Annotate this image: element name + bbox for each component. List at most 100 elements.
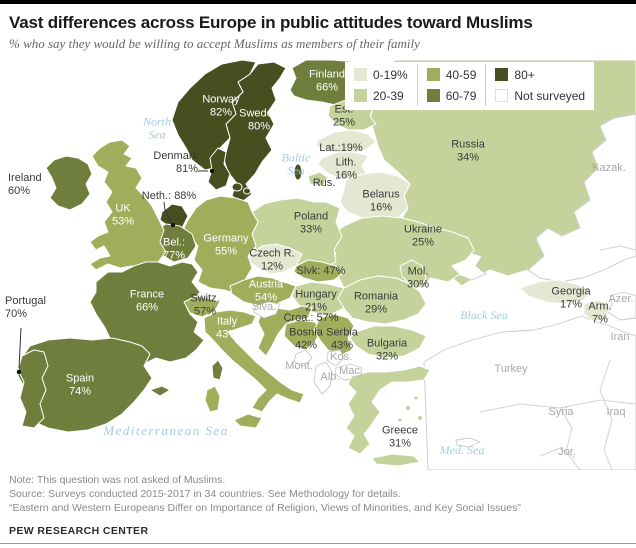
island-corsica xyxy=(211,359,224,381)
legend-swatch-icon xyxy=(495,89,509,102)
label-uk: UK 53% xyxy=(111,202,135,228)
legend-item: 80+ xyxy=(495,64,585,85)
border-iran xyxy=(599,359,613,470)
label-lith: Lith. 16% xyxy=(334,156,358,182)
label-iran: Iran xyxy=(610,330,630,343)
country-netherlands xyxy=(159,203,189,229)
label-mac: Mac. xyxy=(339,364,363,377)
top-black-rule xyxy=(0,0,636,4)
border-kazakh-inner xyxy=(599,245,636,251)
source-line: Source: Surveys conducted 2015-2017 in 3… xyxy=(9,488,401,500)
legend-swatch-icon xyxy=(495,68,509,81)
label-arm: Arm. 7% xyxy=(588,300,612,326)
label-balticsea: Baltic Sea xyxy=(281,150,311,177)
legend-item: 40-59 xyxy=(426,64,476,85)
label-russia: Russia 34% xyxy=(451,138,485,164)
country-georgia xyxy=(519,279,591,305)
legend-item: 20-39 xyxy=(354,85,408,106)
note-line: Note: This question was not asked of Mus… xyxy=(9,474,226,486)
island-aegean-2 xyxy=(418,416,422,420)
label-czech: Czech R. 12% xyxy=(249,247,295,273)
legend-label: 80+ xyxy=(514,67,535,82)
label-sweden: Sweden 80% xyxy=(239,107,279,133)
label-ukraine: Ukraine 25% xyxy=(404,223,442,249)
country-belarus xyxy=(339,171,411,219)
label-germany: Germany 55% xyxy=(203,232,249,258)
label-france: France 66% xyxy=(129,288,165,314)
country-slovakia xyxy=(293,259,345,283)
portugal-dot xyxy=(16,369,22,375)
label-mont: Mont. xyxy=(285,359,313,372)
border-syria-iraq xyxy=(559,407,581,470)
label-slvk: Slvk: 47% xyxy=(296,264,346,277)
legend-item: 60-79 xyxy=(426,85,477,106)
label-portugal: Portugal 70% xyxy=(5,295,46,320)
map-legend: 0-19% 20-39 40-59 60-79 80+ Not surveyed xyxy=(345,62,595,110)
legend-swatch-icon xyxy=(426,89,440,102)
label-norway: Norway 82% xyxy=(202,93,240,119)
island-gotland xyxy=(293,163,303,181)
label-mol: Mol. 30% xyxy=(406,265,430,291)
label-spain: Spain 74% xyxy=(65,372,95,398)
country-austria xyxy=(229,275,297,307)
country-switzerland xyxy=(183,295,221,318)
label-greece: Greece 31% xyxy=(381,424,419,450)
country-ireland xyxy=(45,155,93,211)
country-romania xyxy=(337,275,427,325)
legend-label: 0-19% xyxy=(373,67,408,82)
legend-label: 60-79 xyxy=(445,88,477,103)
brand-line: PEW RESEARCH CENTER xyxy=(9,525,149,537)
label-croa: Croa.: 57% xyxy=(283,311,339,324)
denmark-dot xyxy=(209,168,215,174)
label-belarus: Belarus 16% xyxy=(362,188,400,214)
legend-item: 0-19% xyxy=(354,64,408,85)
label-northsea: North Sea xyxy=(142,114,172,141)
border-jordan xyxy=(539,447,576,459)
label-iraq: Iraq xyxy=(606,405,626,418)
netherlands-pointer-line xyxy=(163,201,172,222)
island-zealand xyxy=(231,182,243,192)
page-subtitle: % who say they would be willing to accep… xyxy=(9,36,420,51)
country-kazakhstan xyxy=(527,113,636,283)
island-crete xyxy=(371,453,421,467)
label-medse: Med. Sea xyxy=(439,442,485,457)
label-hungary: Hungary 21% xyxy=(295,288,337,314)
legend-item: Not surveyed xyxy=(495,85,585,106)
europe-choropleth-map: Norway 82% Sweden 80% Finland 66% Denmark 81% Ne… xyxy=(0,60,636,470)
page-title: Vast differences across Europe in public… xyxy=(9,13,533,32)
country-greece xyxy=(345,365,431,455)
label-italy: Italy 43% xyxy=(215,315,239,341)
island-sicily xyxy=(233,413,263,429)
label-medsea: Mediterranean Sea xyxy=(103,422,229,438)
country-serbia xyxy=(313,313,355,357)
label-georgia: Georgia 17% xyxy=(551,285,591,311)
country-bosnia xyxy=(283,319,323,351)
country-cyprus xyxy=(455,437,481,448)
label-jor: Jor. xyxy=(558,445,576,458)
label-bosnia: Bosnia 42% xyxy=(289,326,323,352)
label-kazak: Kazak. xyxy=(592,161,626,174)
country-moldova xyxy=(399,259,427,289)
label-lat: Lat.:19% xyxy=(319,141,363,154)
country-turkey xyxy=(423,315,636,470)
label-ireland: Ireland 60% xyxy=(8,172,42,197)
label-romania: Romania 29% xyxy=(353,290,399,316)
legend-swatch-icon xyxy=(354,68,367,81)
country-denmark xyxy=(207,147,231,191)
country-kaliningrad xyxy=(307,171,329,187)
bottom-rule xyxy=(0,543,636,544)
report-title-line: “Eastern and Western Europeans Differ on… xyxy=(9,502,521,514)
label-slva: Slva. xyxy=(251,300,277,313)
island-aegean-4 xyxy=(414,396,418,400)
netherlands-dot xyxy=(170,222,176,228)
country-bulgaria xyxy=(349,325,427,359)
label-neth: Neth.: 88% xyxy=(141,189,197,202)
label-azer: Azer. xyxy=(608,292,634,305)
label-poland: Poland 33% xyxy=(293,210,329,236)
label-alb: Alb. xyxy=(320,370,340,383)
label-serbia: Serbia 43% xyxy=(326,326,358,352)
legend-label: 20-39 xyxy=(373,88,404,103)
country-kosovo xyxy=(326,349,345,367)
footer-notes: Note: This question was not asked of Mus… xyxy=(9,473,629,538)
